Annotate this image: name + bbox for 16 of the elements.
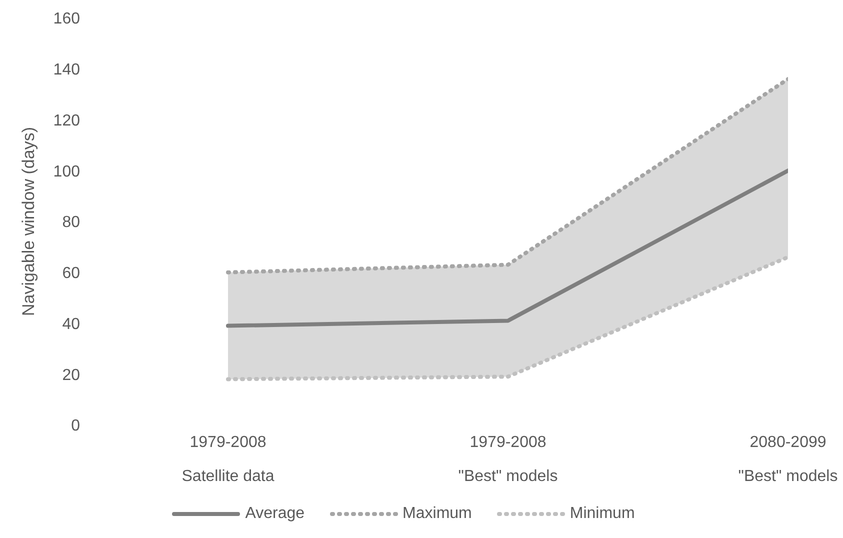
y-tick-label: 80 [62, 214, 80, 232]
x-tick-label: 1979-2008 "Best" models [458, 434, 558, 485]
legend-label: Maximum [402, 505, 472, 523]
y-tick-label: 100 [53, 163, 80, 180]
y-tick-label: 20 [62, 366, 80, 384]
y-tick-label: 140 [53, 62, 80, 79]
y-tick-label: 160 [53, 10, 80, 28]
legend-label: Average [244, 505, 305, 523]
x-tick-label: 2080-2099 "Best" models [738, 434, 838, 485]
y-tick-label: 40 [62, 316, 80, 333]
y-tick-label: 120 [53, 112, 80, 130]
y-axis-title: Navigable window (days) [19, 127, 38, 316]
y-tick-label: 60 [62, 265, 80, 282]
y-tick-label: 0 [71, 418, 80, 435]
legend-label: Minimum [568, 505, 635, 523]
x-tick-label: 1979-2008 Satellite data [182, 434, 274, 485]
